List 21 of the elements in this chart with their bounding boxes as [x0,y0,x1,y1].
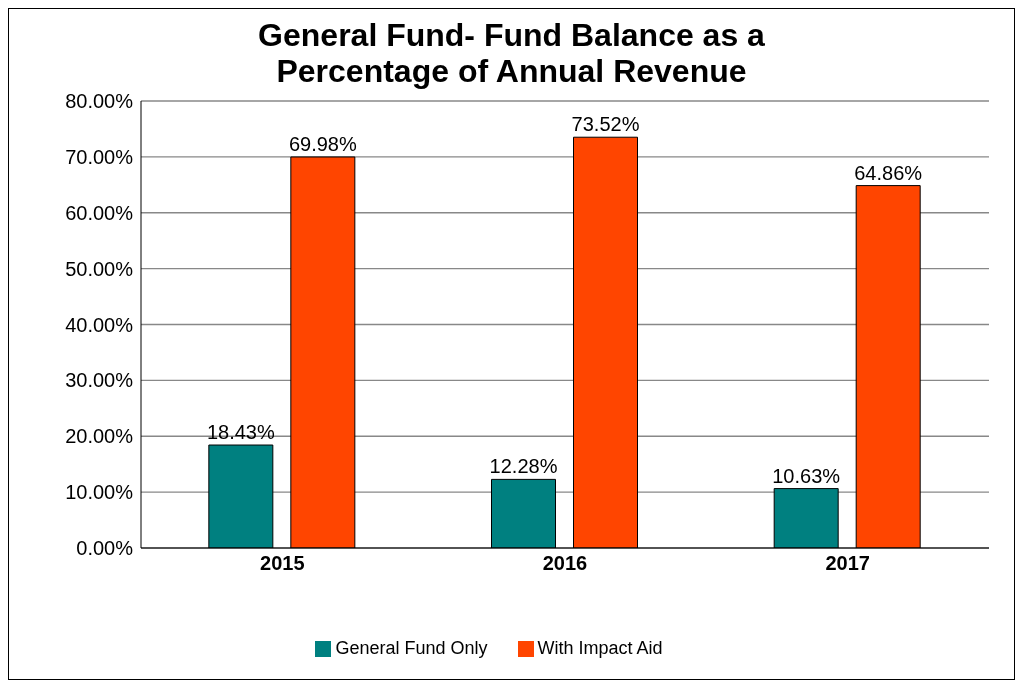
data-label: 73.52% [571,113,640,136]
y-tick-label: 70.00% [65,145,134,168]
x-tick-label: 2016 [542,552,588,575]
x-tick-label: 2015 [260,552,305,575]
data-label: 64.86% [854,161,923,184]
x-tick-label: 2017 [825,552,870,575]
data-label: 12.28% [489,455,558,478]
y-tick-label: 20.00% [65,425,134,448]
y-tick-label: 60.00% [65,201,134,224]
y-tick-label: 80.00% [65,90,134,113]
data-label: 10.63% [772,464,841,487]
chart-title: General Fund- Fund Balance as a Percentage of Annual Revenue [257,17,766,89]
y-tick-label: 40.00% [65,313,134,336]
y-tick-label: 50.00% [65,257,134,280]
data-label: 18.43% [206,421,275,444]
legend-label: General Fund Only [335,638,488,658]
y-tick-label: 0.00% [76,537,134,560]
y-tick-label: 30.00% [65,369,134,392]
y-tick-label: 10.00% [65,481,134,504]
legend-label: With Impact Aid [537,638,663,658]
data-label: 69.98% [288,132,357,155]
